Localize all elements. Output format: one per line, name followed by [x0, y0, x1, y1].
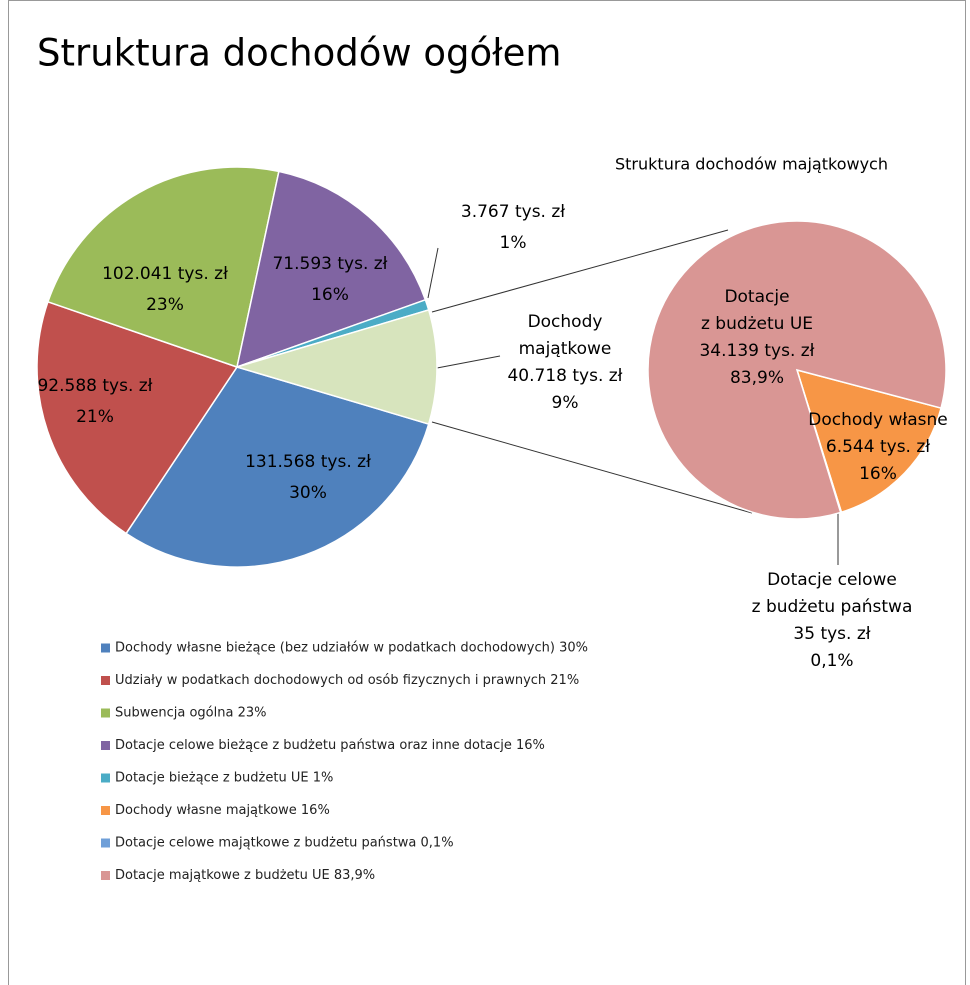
legend-label: Dotacje bieżące z budżetu UE 1% — [115, 771, 333, 786]
percent-label: 23% — [146, 295, 184, 315]
data-label: 92.588 tys. zł — [37, 376, 152, 396]
legend-swatch — [101, 871, 110, 880]
pie-slice — [46, 166, 280, 368]
pie-slice — [235, 170, 427, 369]
percent-label: 1% — [500, 233, 527, 253]
data-label: 35 tys. zł — [793, 624, 870, 644]
pie-slice — [36, 300, 239, 535]
legend-label: Udziały w podatkach dochodowych od osób … — [115, 673, 579, 688]
data-label: 6.544 tys. zł — [826, 437, 930, 457]
legend-label: Subwencja ogólna 23% — [115, 706, 266, 721]
legend-swatch — [101, 676, 110, 685]
leader-line — [436, 355, 501, 369]
chart-title: Struktura dochodów ogółem — [37, 32, 561, 75]
legend-swatch — [101, 708, 110, 718]
pie-slice — [125, 366, 430, 568]
legend-swatch — [101, 773, 110, 783]
slice-name: z budżetu państwa — [752, 597, 913, 617]
percent-label: 30% — [289, 483, 327, 503]
legend-label: Dochody własne bieżące (bez udziałów w p… — [115, 641, 588, 656]
slice-name: z budżetu UE — [701, 314, 813, 334]
connector-line — [431, 229, 729, 313]
legend-swatch — [101, 838, 110, 848]
chart-subtitle: Struktura dochodów majątkowych — [615, 155, 888, 174]
leader-line — [427, 247, 439, 299]
legend-label: Dotacje celowe bieżące z budżetu państwa… — [115, 738, 545, 753]
pie-slice — [234, 309, 438, 425]
legend-swatch — [101, 643, 110, 653]
percent-label: 0,1% — [810, 651, 853, 671]
data-label: 34.139 tys. zł — [699, 341, 814, 361]
legend-label: Dochody własne majątkowe 16% — [115, 803, 330, 818]
percent-label: 21% — [76, 407, 114, 427]
slice-name: Dochody własne — [808, 410, 948, 430]
data-label: 131.568 tys. zł — [245, 452, 371, 472]
legend-swatch — [101, 741, 110, 750]
slice-name: majątkowe — [519, 339, 612, 359]
legend-label: Dotacje majątkowe z budżetu UE 83,9% — [115, 868, 375, 883]
data-label: 3.767 tys. zł — [461, 202, 565, 222]
percent-label: 9% — [552, 393, 579, 413]
pie-slice — [795, 368, 942, 514]
pie-slice — [647, 220, 947, 520]
data-label: 40.718 tys. zł — [507, 366, 622, 386]
data-label: 102.041 tys. zł — [102, 264, 228, 284]
data-label: 71.593 tys. zł — [272, 254, 387, 274]
slice-name: Dotacje — [724, 287, 789, 307]
slice-name: Dotacje celowe — [767, 570, 897, 590]
legend-swatch — [101, 806, 110, 815]
slice-name: Dochody — [528, 312, 603, 332]
percent-label: 16% — [859, 464, 897, 484]
legend-label: Dotacje celowe majątkowe z budżetu państ… — [115, 836, 454, 851]
percent-label: 83,9% — [730, 368, 784, 388]
percent-label: 16% — [311, 285, 349, 305]
connector-line — [431, 421, 753, 514]
